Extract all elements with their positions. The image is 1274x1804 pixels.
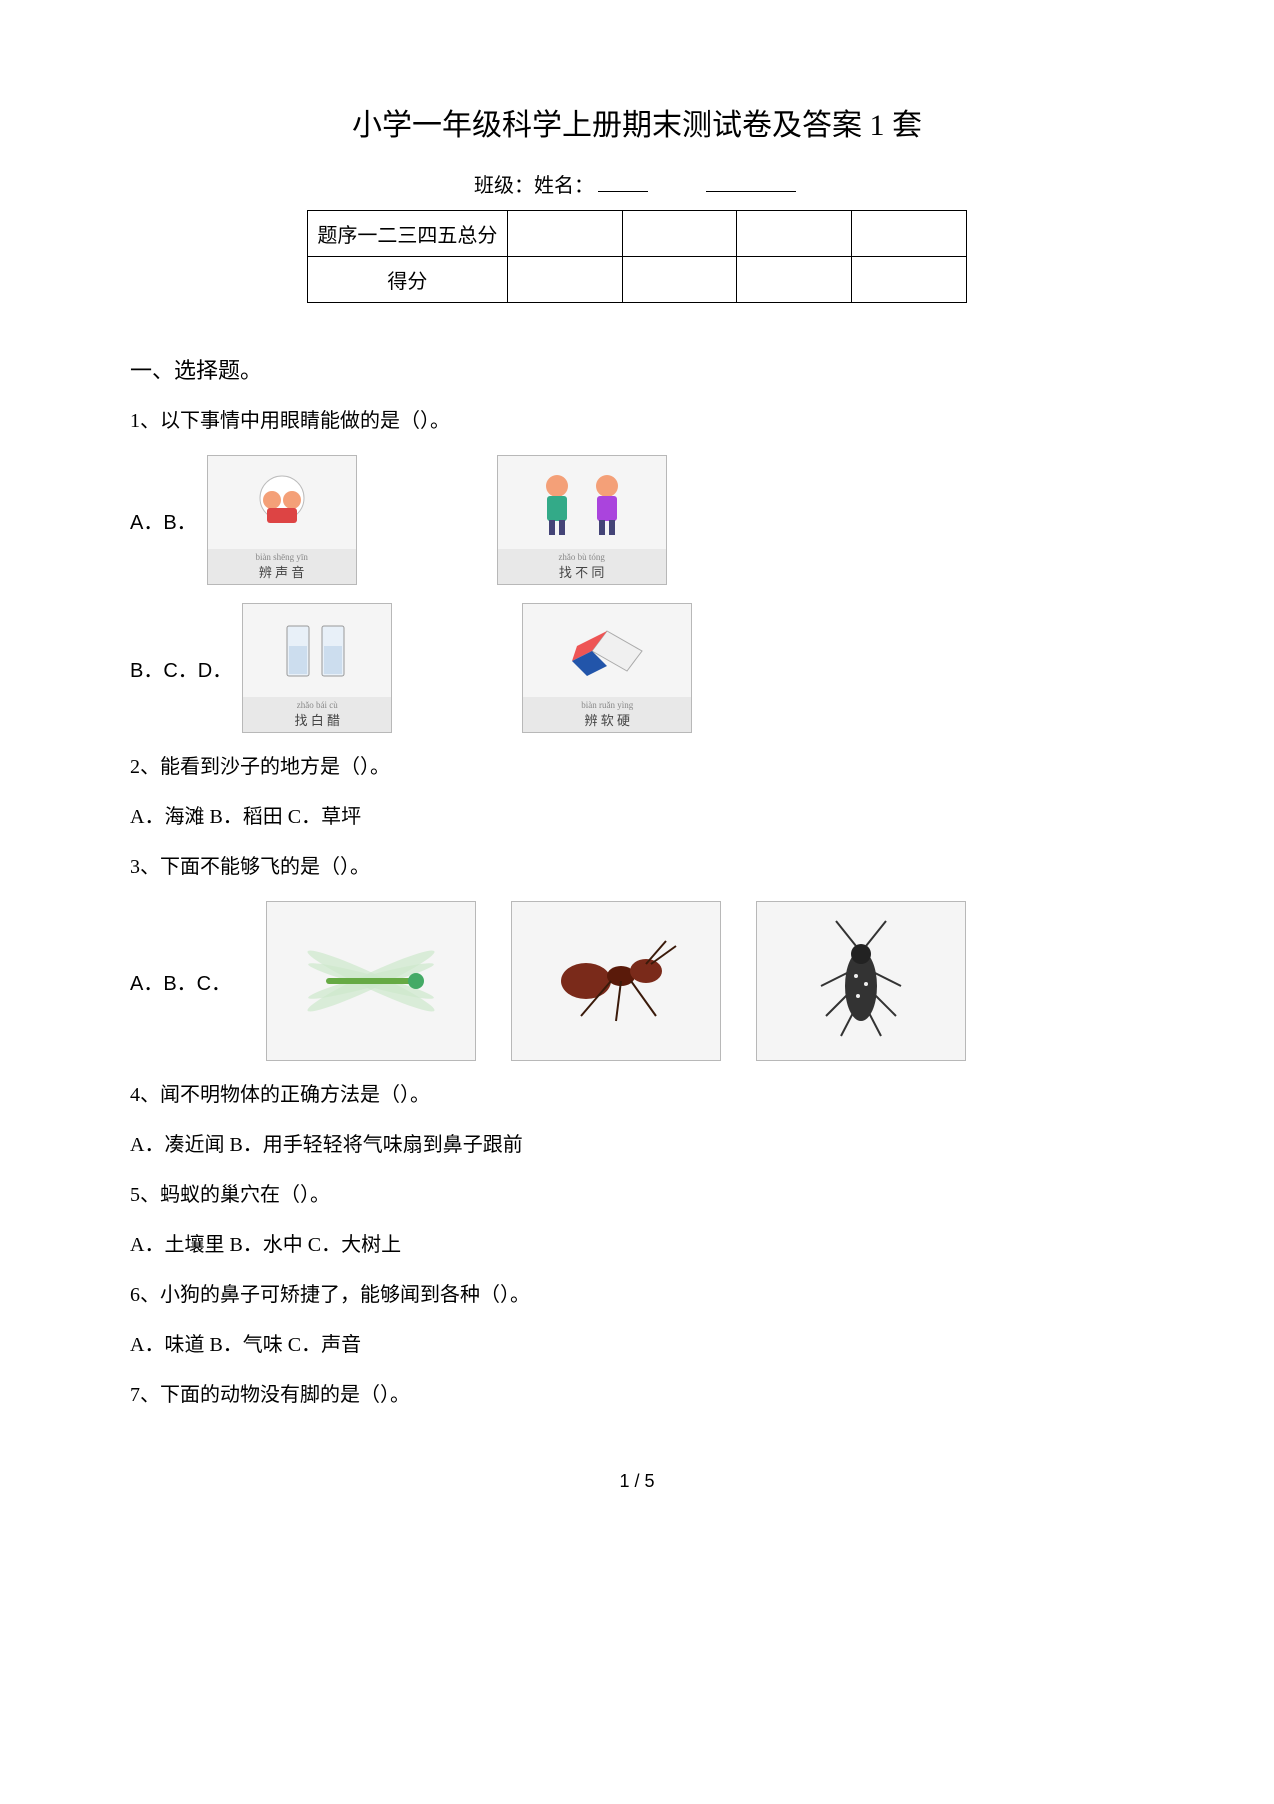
q3-image-c-beetle [756, 901, 966, 1061]
score-cell [507, 211, 622, 257]
image-caption: biàn ruǎn yìng 辨 软 硬 [523, 697, 691, 732]
score-cell [622, 257, 737, 303]
image-placeholder-icon [498, 456, 666, 549]
dragonfly-icon [267, 902, 475, 1060]
q1-image-d: biàn ruǎn yìng 辨 软 硬 [522, 603, 692, 733]
q1-image-c: zhǎo bái cù 找 白 醋 [242, 603, 392, 733]
question-5-opts: A．土壤里 B．水中 C．大树上 [130, 1229, 1144, 1261]
score-cell [852, 257, 967, 303]
question-7: 7、下面的动物没有脚的是（）。 [130, 1379, 1144, 1411]
q1-row-ab: A．B． biàn shēng yīn 辨 声 音 [130, 455, 1144, 585]
student-info-line: 班级：姓名： [130, 169, 1144, 198]
score-cell [507, 257, 622, 303]
score-cell [737, 211, 852, 257]
score-cell [622, 211, 737, 257]
name-label: 姓名： [534, 175, 594, 197]
score-cell [737, 257, 852, 303]
image-placeholder-icon [243, 604, 391, 697]
class-label: 班级： [474, 175, 534, 197]
name-blank [598, 191, 648, 192]
question-2: 2、能看到沙子的地方是（）。 [130, 751, 1144, 783]
score-header-label: 题序一二三四五总分 [308, 211, 508, 257]
image-caption: zhǎo bù tóng 找 不 同 [498, 549, 666, 584]
image-placeholder-icon [208, 456, 356, 549]
question-5: 5、蚂蚁的巢穴在（）。 [130, 1179, 1144, 1211]
question-6-opts: A．味道 B．气味 C．声音 [130, 1329, 1144, 1361]
q3-row: A．B．C． [130, 901, 1144, 1061]
q1-labels-ab: A．B． [130, 506, 197, 535]
page-number: 1 / 5 [130, 1471, 1144, 1492]
ant-icon [512, 902, 720, 1060]
question-2-opts: A．海滩 B．稻田 C．草坪 [130, 801, 1144, 833]
score-row-label: 得分 [308, 257, 508, 303]
image-caption: zhǎo bái cù 找 白 醋 [243, 697, 391, 732]
q1-image-b: zhǎo bù tóng 找 不 同 [497, 455, 667, 585]
blank-2 [706, 191, 796, 192]
score-table: 题序一二三四五总分 得分 [307, 210, 967, 303]
q3-labels: A．B．C． [130, 967, 231, 996]
question-1: 1、以下事情中用眼睛能做的是（）。 [130, 405, 1144, 437]
q1-labels-bcd: B．C．D． [130, 654, 232, 683]
page-title: 小学一年级科学上册期末测试卷及答案 1 套 [130, 100, 1144, 144]
q1-image-a: biàn shēng yīn 辨 声 音 [207, 455, 357, 585]
q1-row-bcd: B．C．D． zhǎo bái cù 找 白 醋 [130, 603, 1144, 733]
question-4-opts: A．凑近闻 B．用手轻轻将气味扇到鼻子跟前 [130, 1129, 1144, 1161]
question-4: 4、闻不明物体的正确方法是（）。 [130, 1079, 1144, 1111]
q3-image-b-ant [511, 901, 721, 1061]
image-placeholder-icon [523, 604, 691, 697]
table-row: 题序一二三四五总分 [308, 211, 967, 257]
question-3: 3、下面不能够飞的是（）。 [130, 851, 1144, 883]
table-row: 得分 [308, 257, 967, 303]
q3-image-a-dragonfly [266, 901, 476, 1061]
question-6: 6、小狗的鼻子可矫捷了，能够闻到各种（）。 [130, 1279, 1144, 1311]
section-1-header: 一、选择题。 [130, 353, 1144, 385]
score-cell [852, 211, 967, 257]
image-caption: biàn shēng yīn 辨 声 音 [208, 549, 356, 584]
beetle-icon [757, 902, 965, 1060]
